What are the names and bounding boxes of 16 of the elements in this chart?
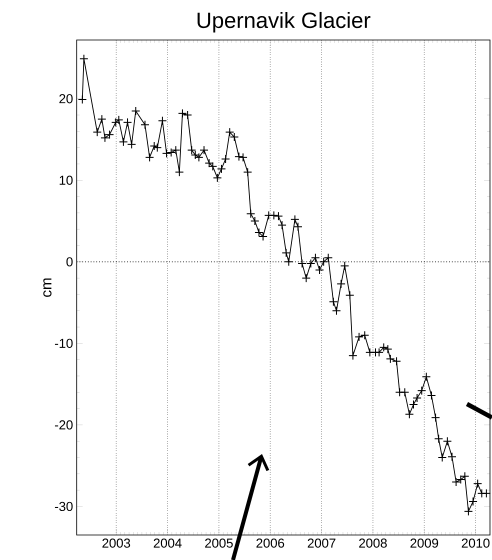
y-tick-label: -20: [54, 420, 73, 430]
x-tick-label: 2010: [462, 538, 490, 548]
y-tick-label: 0: [66, 257, 73, 266]
x-tick-label: 2005: [205, 538, 233, 548]
chart-title: Upernavik Glacier: [198, 12, 370, 32]
y-tick-label: -10: [54, 338, 73, 348]
x-tick-label: 2003: [102, 538, 130, 548]
y-tick-label: 20: [59, 94, 73, 104]
x-tick-label: 2004: [154, 538, 182, 548]
x-tick-label: 2008: [359, 538, 387, 548]
x-tick-label: 2007: [308, 538, 336, 548]
y-tick-label: -30: [54, 502, 73, 512]
x-tick-label: 2009: [410, 538, 438, 548]
y-axis-title: cm: [43, 278, 52, 297]
y-tick-label: 10: [60, 176, 73, 185]
x-tick-label: 2006: [256, 538, 284, 548]
